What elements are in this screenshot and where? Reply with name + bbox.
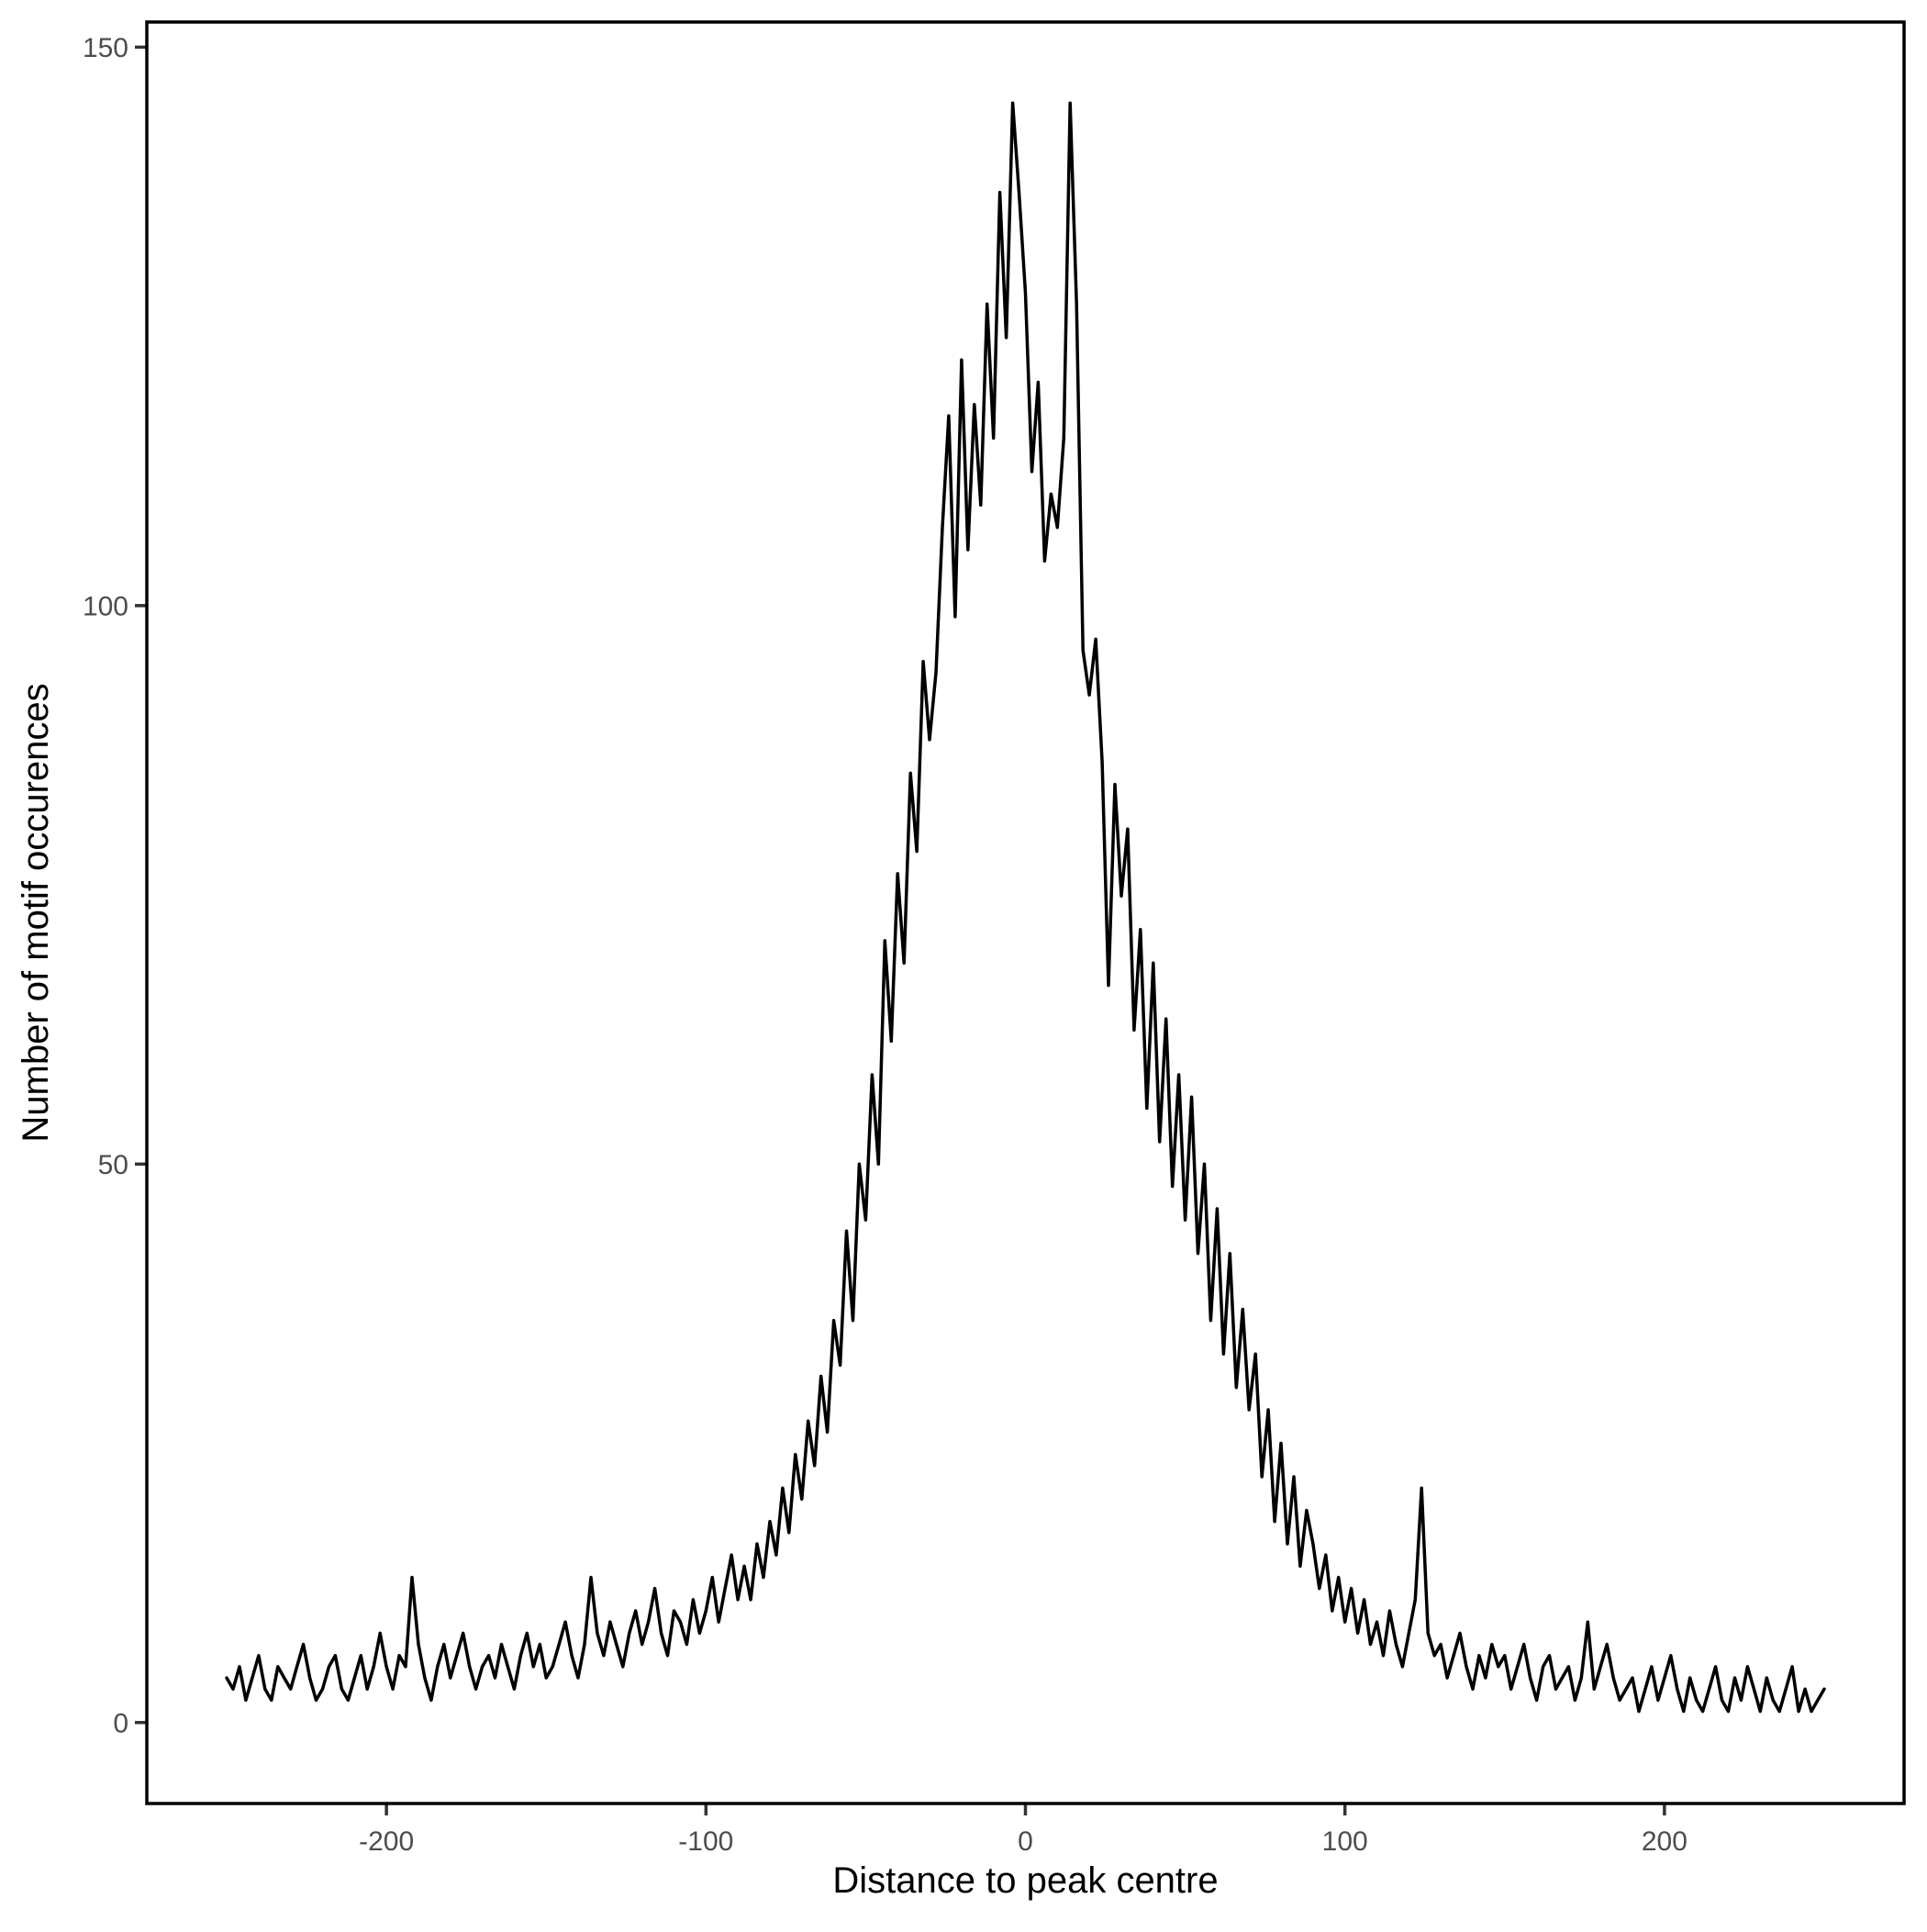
y-tick-label: 100 [83,591,128,621]
y-axis-ticks [135,45,147,1725]
x-tick-label: -100 [678,1826,733,1857]
y-axis-title: Number of motif occurences [16,683,56,1142]
y-axis-tick-labels: 0 50 100 150 [83,33,128,1738]
data-line [225,101,1826,1714]
x-tick-label: -200 [359,1826,414,1857]
x-tick-label: 0 [1018,1826,1033,1857]
x-axis-title: Distance to peak centre [832,1860,1218,1901]
x-axis-ticks [384,1804,1666,1815]
panel-border [145,20,1906,1805]
y-tick-label: 0 [113,1708,128,1738]
x-tick-label: 100 [1322,1826,1368,1857]
x-axis-tick-labels: -200 -100 0 100 200 [359,1826,1688,1857]
x-tick-label: 200 [1642,1826,1688,1857]
y-tick-label: 150 [83,33,128,63]
y-tick-label: 50 [98,1150,128,1180]
